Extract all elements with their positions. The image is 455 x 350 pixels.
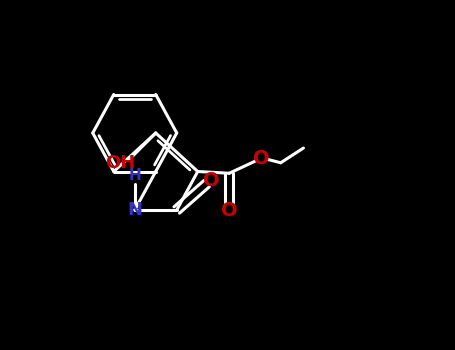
Text: N: N — [127, 201, 142, 219]
Text: H: H — [128, 168, 141, 182]
Text: O: O — [253, 149, 270, 168]
Text: OH: OH — [106, 154, 136, 173]
Text: O: O — [203, 172, 219, 190]
Text: O: O — [221, 201, 238, 220]
